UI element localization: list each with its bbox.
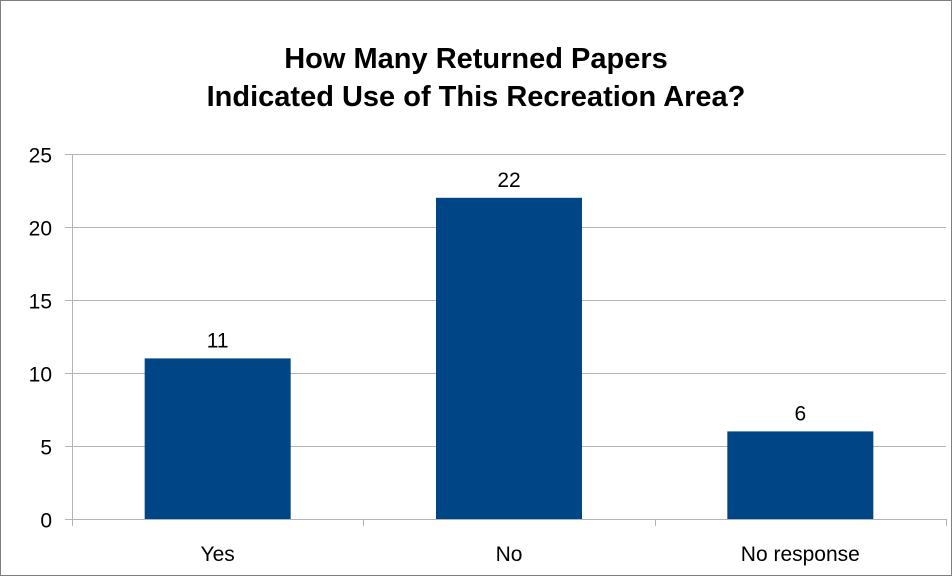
- y-tick-label: 5: [40, 437, 52, 460]
- chart-title-line-1: How Many Returned Papers: [284, 43, 668, 75]
- bar-yes: [144, 358, 291, 519]
- y-tick-label: 20: [29, 218, 52, 241]
- bars: [144, 197, 874, 520]
- axes: [72, 154, 947, 526]
- y-tick-label: 0: [40, 510, 52, 533]
- chart-title-line-2: Indicated Use of This Recreation Area?: [206, 81, 746, 113]
- x-tick-label: Yes: [201, 543, 235, 566]
- x-tick-label: No response: [741, 543, 860, 566]
- data-label: 11: [207, 329, 229, 352]
- x-tick-label: No: [496, 543, 523, 566]
- y-tick-label: 15: [29, 291, 52, 314]
- chart-title: How Many Returned Papers Indicated Use o…: [0, 40, 952, 116]
- bar-no-response: [727, 431, 874, 519]
- data-labels: 11 22 6: [207, 169, 806, 426]
- y-tick-labels: 0 5 10 15 20 25: [29, 145, 52, 533]
- data-label: 6: [794, 402, 806, 425]
- y-tick-label: 10: [29, 364, 52, 387]
- y-tick-label: 25: [29, 145, 52, 168]
- data-label: 22: [497, 169, 520, 192]
- x-tick-labels: Yes No No response: [201, 543, 860, 566]
- bar-no: [436, 197, 582, 520]
